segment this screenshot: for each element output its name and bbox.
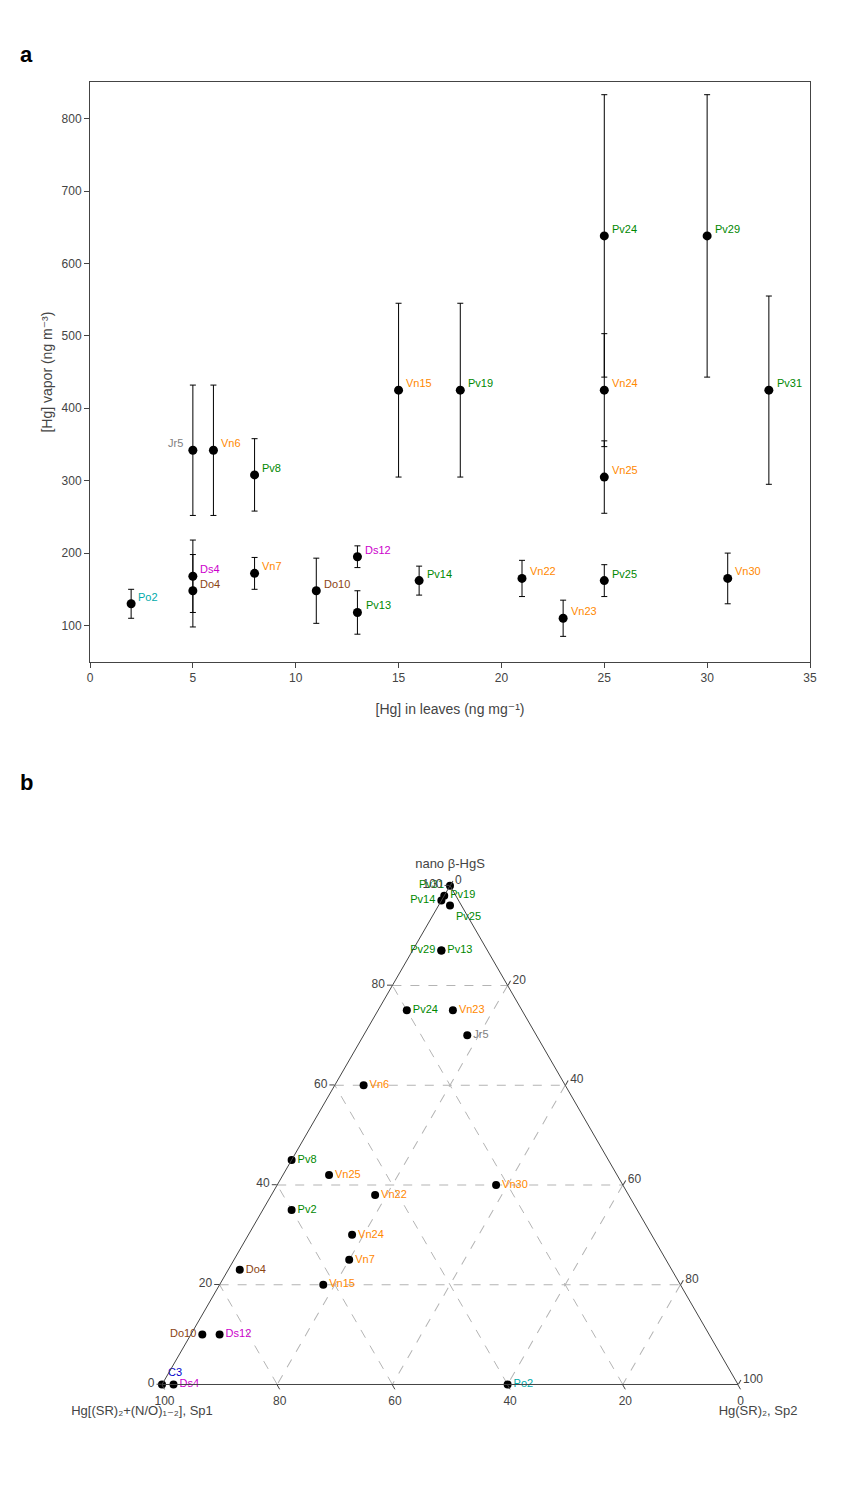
svg-text:Hg(SR)₂, Sp2: Hg(SR)₂, Sp2	[719, 1403, 798, 1418]
svg-text:Do10: Do10	[324, 578, 350, 590]
svg-text:Pv24: Pv24	[413, 1003, 438, 1015]
svg-text:20: 20	[495, 671, 509, 685]
svg-text:Pv25: Pv25	[456, 910, 481, 922]
svg-text:Po2: Po2	[138, 591, 158, 603]
svg-text:Vn6: Vn6	[370, 1078, 390, 1090]
svg-text:Pv13: Pv13	[366, 599, 391, 611]
svg-text:Vn15: Vn15	[406, 377, 432, 389]
svg-text:Pv2: Pv2	[298, 1203, 317, 1215]
svg-text:60: 60	[388, 1394, 402, 1408]
svg-text:0: 0	[148, 1376, 155, 1390]
svg-text:Vn24: Vn24	[358, 1228, 384, 1240]
svg-text:40: 40	[503, 1394, 517, 1408]
svg-text:Vn25: Vn25	[612, 464, 638, 476]
svg-text:0: 0	[455, 873, 462, 887]
svg-text:100: 100	[422, 877, 442, 891]
svg-text:Pv31: Pv31	[777, 377, 802, 389]
svg-text:30: 30	[700, 671, 714, 685]
svg-text:Do4: Do4	[200, 578, 220, 590]
svg-text:Vn24: Vn24	[612, 377, 638, 389]
svg-text:80: 80	[685, 1272, 699, 1286]
svg-text:Ds4: Ds4	[180, 1377, 200, 1389]
svg-text:20: 20	[513, 973, 527, 987]
svg-text:Pv13: Pv13	[447, 943, 472, 955]
svg-text:Vn23: Vn23	[459, 1003, 485, 1015]
svg-text:Hg[(SR)₂+(N/O)₁₋₂], Sp1: Hg[(SR)₂+(N/O)₁₋₂], Sp1	[71, 1403, 213, 1418]
svg-text:60: 60	[628, 1172, 642, 1186]
svg-text:Pv24: Pv24	[612, 223, 637, 235]
svg-text:600: 600	[62, 257, 82, 271]
svg-text:Jr5: Jr5	[168, 437, 183, 449]
svg-text:Pv29: Pv29	[715, 223, 740, 235]
svg-text:Vn30: Vn30	[502, 1178, 528, 1190]
svg-text:Pv19: Pv19	[450, 888, 475, 900]
svg-text:80: 80	[372, 977, 386, 991]
svg-text:Pv31: Pv31	[419, 878, 444, 890]
svg-text:15: 15	[392, 671, 406, 685]
svg-text:Vn7: Vn7	[262, 560, 282, 572]
svg-text:Do10: Do10	[170, 1327, 196, 1339]
svg-text:500: 500	[62, 329, 82, 343]
svg-text:80: 80	[273, 1394, 287, 1408]
svg-text:Ds12: Ds12	[365, 544, 391, 556]
svg-text:100: 100	[743, 1372, 763, 1386]
svg-text:Vn30: Vn30	[735, 565, 761, 577]
svg-text:nano β-HgS: nano β-HgS	[415, 856, 485, 871]
svg-text:Pv8: Pv8	[262, 462, 281, 474]
svg-text:Pv25: Pv25	[612, 568, 637, 580]
svg-text:300: 300	[62, 474, 82, 488]
svg-text:C3: C3	[168, 1366, 182, 1378]
svg-text:Jr5: Jr5	[473, 1028, 488, 1040]
svg-text:25: 25	[598, 671, 612, 685]
svg-text:a: a	[20, 42, 33, 67]
svg-text:[Hg] in leaves (ng mg⁻¹): [Hg] in leaves (ng mg⁻¹)	[376, 701, 525, 717]
svg-text:Pv14: Pv14	[410, 893, 435, 905]
svg-text:20: 20	[619, 1394, 633, 1408]
svg-text:10: 10	[289, 671, 303, 685]
svg-text:Pv8: Pv8	[298, 1153, 317, 1165]
svg-text:Ds12: Ds12	[226, 1327, 252, 1339]
svg-text:800: 800	[62, 112, 82, 126]
svg-text:35: 35	[803, 671, 817, 685]
svg-text:[Hg] vapor (ng m⁻³): [Hg] vapor (ng m⁻³)	[39, 312, 55, 433]
svg-text:200: 200	[62, 546, 82, 560]
svg-text:Vn15: Vn15	[329, 1277, 355, 1289]
svg-text:Vn23: Vn23	[571, 605, 597, 617]
svg-text:5: 5	[190, 671, 197, 685]
svg-text:20: 20	[199, 1276, 213, 1290]
svg-text:Ds4: Ds4	[200, 563, 220, 575]
svg-text:Vn6: Vn6	[221, 437, 241, 449]
svg-text:Po2: Po2	[514, 1377, 534, 1389]
svg-text:700: 700	[62, 184, 82, 198]
svg-text:400: 400	[62, 401, 82, 415]
svg-text:Do4: Do4	[246, 1263, 266, 1275]
svg-text:Pv14: Pv14	[427, 568, 452, 580]
svg-text:100: 100	[62, 619, 82, 633]
svg-text:60: 60	[314, 1077, 328, 1091]
svg-text:0: 0	[87, 671, 94, 685]
svg-text:100: 100	[154, 1394, 174, 1408]
svg-text:Vn22: Vn22	[381, 1188, 407, 1200]
svg-text:40: 40	[256, 1176, 270, 1190]
svg-text:0: 0	[737, 1394, 744, 1408]
svg-text:Vn25: Vn25	[335, 1168, 361, 1180]
svg-text:Pv19: Pv19	[468, 377, 493, 389]
svg-text:b: b	[20, 770, 33, 795]
svg-text:40: 40	[570, 1072, 584, 1086]
svg-text:Vn7: Vn7	[355, 1253, 375, 1265]
svg-text:Pv29: Pv29	[410, 943, 435, 955]
svg-text:Vn22: Vn22	[530, 565, 556, 577]
